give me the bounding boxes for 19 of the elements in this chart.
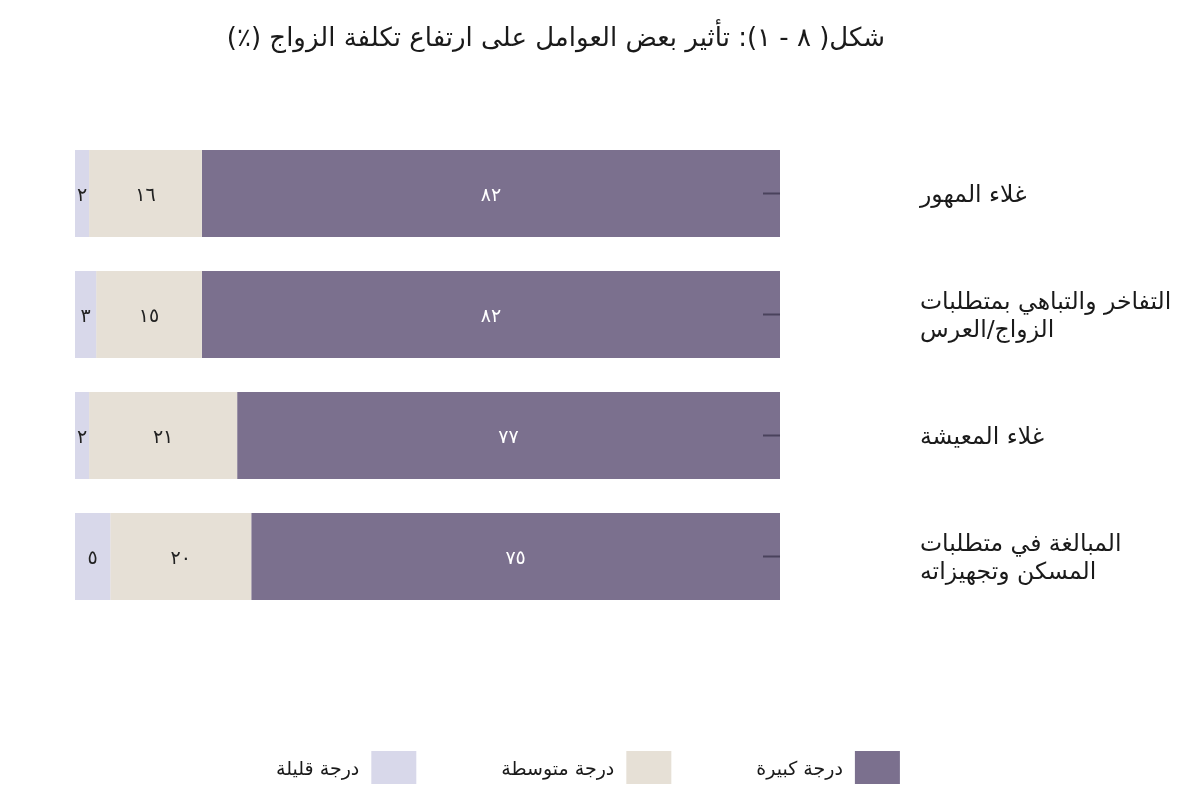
data-label: ٨٢	[480, 303, 502, 326]
data-label: ٢١	[152, 424, 174, 447]
category-label: غلاء المعيشة	[920, 421, 1045, 450]
data-label: ١٦	[135, 182, 156, 205]
category-label: غلاء المهور	[920, 179, 1027, 208]
legend-label: درجة قليلة	[276, 756, 360, 779]
category-label: التفاخر والتباهي بمتطلبات الزواج/العرس	[920, 286, 1173, 343]
data-label: ٢٠	[170, 545, 191, 568]
data-label: ١٥	[138, 303, 160, 326]
category-label: المبالغة في متطلبات المسكن وتجهيزاته	[920, 528, 1123, 585]
data-label: ٢	[76, 424, 88, 447]
data-label: ٧٥	[505, 545, 526, 568]
data-label: ٥	[87, 545, 98, 568]
data-label: ٣	[80, 303, 91, 326]
data-label: ٧٧	[498, 424, 519, 447]
legend-label: درجة متوسطة	[501, 756, 615, 779]
legend-label: درجة كبيرة	[756, 756, 843, 779]
data-label: ٢	[76, 182, 88, 205]
data-label: ٨٢	[480, 182, 502, 205]
